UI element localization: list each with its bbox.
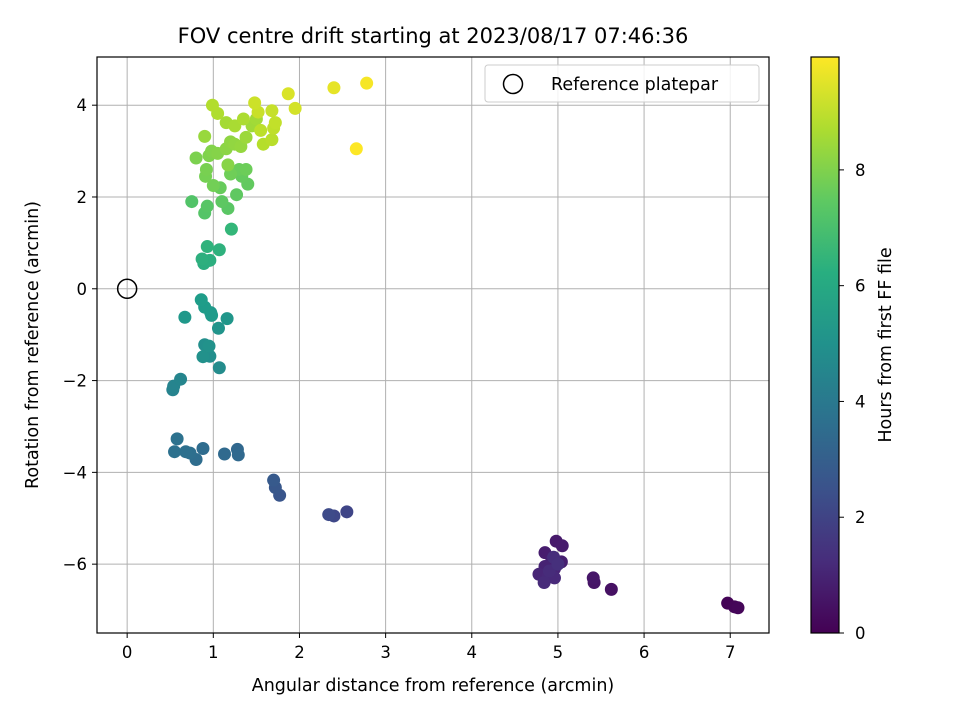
y-tick-label: −2 xyxy=(63,372,87,391)
data-point xyxy=(185,195,199,209)
data-point xyxy=(254,123,268,137)
data-point xyxy=(281,87,295,101)
legend-label-reference: Reference platepar xyxy=(551,75,719,95)
data-point xyxy=(170,432,184,446)
data-point xyxy=(218,447,232,461)
data-point xyxy=(267,473,281,487)
data-point xyxy=(537,576,551,590)
x-tick-label: 4 xyxy=(467,643,478,662)
data-point xyxy=(327,81,341,95)
legend-box xyxy=(484,64,760,103)
reference-marker xyxy=(116,278,138,300)
x-tick-label: 7 xyxy=(725,643,736,662)
data-point xyxy=(212,361,226,375)
x-tick-label: 1 xyxy=(208,643,219,662)
data-point xyxy=(224,222,238,236)
data-point xyxy=(174,372,188,386)
data-point xyxy=(231,448,245,462)
x-tick-label: 5 xyxy=(553,643,564,662)
plot-frame xyxy=(96,56,770,634)
y-axis-label: Rotation from reference (arcmin) xyxy=(23,201,43,489)
legend: Reference platepar xyxy=(484,64,760,103)
data-point xyxy=(215,195,229,209)
colorbar-tick-label: 4 xyxy=(855,392,866,411)
y-tick-label: 2 xyxy=(77,188,88,207)
legend-marker-icon xyxy=(502,73,524,95)
x-tick-label: 0 xyxy=(122,643,133,662)
data-point xyxy=(349,142,363,156)
data-point xyxy=(551,557,565,571)
data-point xyxy=(196,441,210,455)
data-point xyxy=(220,312,234,326)
data-point xyxy=(221,158,235,172)
data-point xyxy=(248,96,262,110)
data-point xyxy=(604,582,618,596)
data-point xyxy=(202,339,216,353)
data-point xyxy=(189,151,203,165)
colorbar: 0 2 4 6 8 Hours from first FF file xyxy=(810,56,896,643)
data-point xyxy=(265,133,279,147)
x-axis-label: Angular distance from reference (arcmin) xyxy=(252,676,615,696)
x-axis: 0 1 2 3 4 5 6 7 xyxy=(122,633,736,662)
data-point xyxy=(200,199,214,213)
y-tick-label: −4 xyxy=(63,463,87,482)
data-points xyxy=(166,76,745,615)
data-point xyxy=(322,508,336,522)
colorbar-gradient xyxy=(810,56,840,634)
data-point xyxy=(731,601,745,615)
y-axis: −6 −4 −2 0 2 4 xyxy=(63,96,97,574)
data-point xyxy=(179,445,193,459)
data-point xyxy=(199,162,213,176)
x-tick-label: 2 xyxy=(294,643,305,662)
data-point xyxy=(196,350,210,364)
data-point xyxy=(265,104,279,118)
data-point xyxy=(555,539,569,553)
data-point xyxy=(236,112,250,126)
data-point xyxy=(239,162,253,176)
data-point xyxy=(212,243,226,257)
data-point xyxy=(360,76,374,90)
data-point xyxy=(194,293,208,307)
grid-lines xyxy=(97,57,769,633)
chart-title: FOV centre drift starting at 2023/08/17 … xyxy=(178,24,689,48)
y-tick-label: 0 xyxy=(77,280,88,299)
colorbar-tick-label: 6 xyxy=(855,277,866,296)
data-point xyxy=(195,252,209,266)
data-point xyxy=(168,445,182,459)
colorbar-tick-label: 8 xyxy=(855,161,866,180)
data-point xyxy=(230,188,244,202)
reference-platepar-marker xyxy=(116,278,138,300)
data-point xyxy=(288,101,302,115)
data-point xyxy=(206,179,220,193)
data-point xyxy=(205,98,219,112)
colorbar-tick-label: 2 xyxy=(855,508,866,527)
x-tick-label: 6 xyxy=(639,643,650,662)
data-point xyxy=(340,505,354,519)
data-point xyxy=(586,571,600,585)
colorbar-ticks: 0 2 4 6 8 xyxy=(839,161,866,643)
x-tick-label: 3 xyxy=(380,643,391,662)
data-point xyxy=(198,129,212,143)
data-point xyxy=(200,240,214,254)
y-tick-label: −6 xyxy=(63,555,87,574)
data-point xyxy=(268,116,282,130)
colorbar-tick-label: 0 xyxy=(855,624,866,643)
data-point xyxy=(239,130,253,144)
colorbar-label: Hours from first FF file xyxy=(876,247,896,442)
data-point xyxy=(211,321,225,335)
data-point xyxy=(178,310,192,324)
y-tick-label: 4 xyxy=(77,96,88,115)
